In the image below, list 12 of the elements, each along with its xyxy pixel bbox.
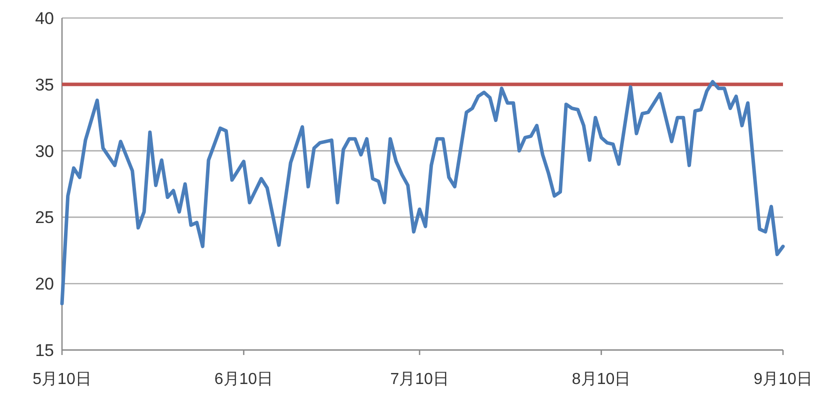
x-tick-label: 6月10日 (214, 371, 274, 388)
y-tick-label: 25 (35, 208, 54, 228)
x-tick-label: 7月10日 (390, 371, 449, 388)
line-series (60, 80, 785, 306)
y-tick-label: 20 (35, 274, 54, 294)
x-tick-label: 9月10日 (754, 371, 812, 388)
x-tick-label: 5月10日 (32, 371, 92, 388)
x-tick-label: 8月10日 (572, 371, 631, 388)
y-tick-label: 35 (35, 75, 54, 94)
y-tick-label: 40 (35, 9, 54, 28)
y-tick-label: 30 (35, 142, 54, 161)
y-tick-label: 15 (35, 341, 54, 360)
